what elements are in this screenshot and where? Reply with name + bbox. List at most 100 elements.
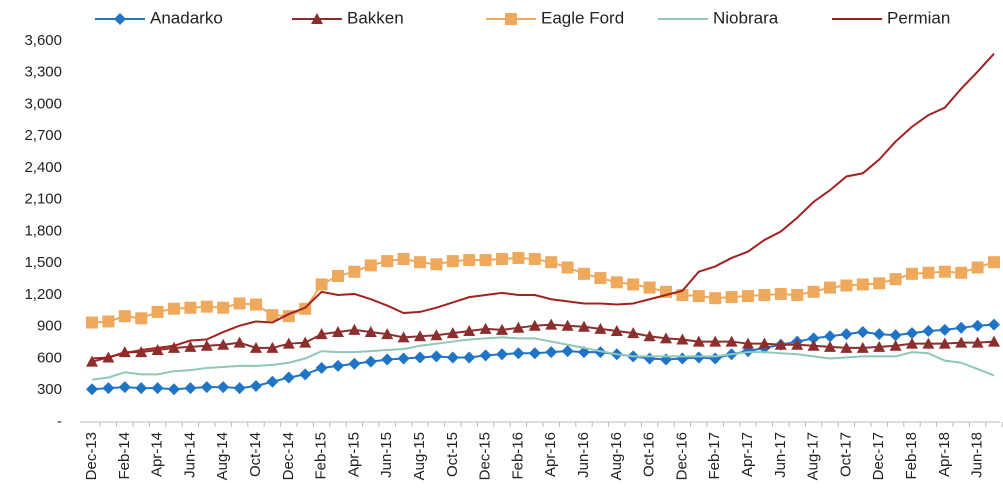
point	[102, 382, 115, 395]
point	[381, 328, 394, 340]
point	[397, 253, 410, 266]
point	[988, 318, 1000, 331]
point	[610, 324, 623, 336]
x-tick-label: Oct-15	[444, 432, 461, 477]
point	[512, 347, 525, 360]
point	[840, 279, 853, 292]
x-tick-label: Dec-15	[477, 432, 494, 480]
point	[856, 326, 869, 339]
point	[135, 346, 148, 358]
point	[774, 287, 787, 300]
y-tick-label: 2,400	[24, 159, 62, 176]
point	[364, 259, 377, 272]
point	[397, 352, 410, 365]
x-tick-label: Jun-14	[181, 432, 198, 478]
point	[774, 338, 787, 350]
point	[118, 381, 131, 394]
x-tick-label: Dec-13	[83, 432, 100, 480]
point	[807, 339, 820, 351]
point	[168, 302, 180, 315]
point	[528, 253, 541, 266]
point	[938, 337, 951, 349]
x-tick-label: Jun-17	[772, 432, 789, 478]
point	[381, 255, 394, 268]
x-tick-label: Feb-18	[903, 432, 920, 480]
point	[627, 327, 640, 339]
point	[446, 351, 459, 364]
legend-marker	[311, 13, 323, 24]
point	[299, 368, 312, 381]
point	[381, 353, 394, 366]
point	[184, 382, 197, 395]
point	[561, 319, 574, 331]
x-tick-label: Aug-14	[214, 432, 231, 480]
point	[496, 253, 508, 266]
y-tick-label: 600	[37, 349, 62, 366]
point	[955, 336, 968, 348]
point	[594, 272, 607, 285]
point	[922, 324, 935, 337]
point	[873, 340, 886, 352]
point	[709, 292, 722, 305]
series-line	[91, 53, 995, 360]
point	[824, 281, 836, 294]
x-tick-label: Dec-16	[673, 432, 690, 480]
point	[627, 278, 640, 291]
point	[660, 332, 672, 344]
point	[102, 315, 115, 328]
point	[233, 336, 246, 348]
x-tick-label: Feb-14	[116, 432, 133, 480]
x-tick-label: Oct-17	[837, 432, 854, 477]
point	[873, 277, 886, 290]
point	[561, 261, 574, 274]
x-tick-label: Feb-15	[313, 432, 330, 480]
legend-marker	[505, 13, 517, 25]
point	[742, 337, 754, 349]
point	[643, 281, 656, 294]
x-tick-label: Jun-15	[378, 432, 395, 478]
y-tick-label: 3,600	[24, 32, 62, 49]
point	[315, 328, 328, 340]
point	[266, 309, 279, 322]
y-tick-label: 900	[37, 318, 62, 335]
point	[938, 323, 951, 336]
legend-label: Eagle Ford	[541, 8, 624, 27]
x-tick-label: Oct-16	[641, 432, 658, 477]
point	[971, 336, 984, 348]
point	[217, 338, 230, 350]
point	[446, 327, 459, 339]
x-tick-label: Apr-14	[149, 432, 166, 477]
point	[135, 312, 148, 325]
point	[594, 322, 607, 334]
point	[709, 352, 722, 365]
point	[168, 341, 180, 353]
point	[955, 321, 968, 334]
y-tick-label: 1,200	[24, 286, 62, 303]
point	[315, 278, 328, 291]
point	[397, 331, 410, 343]
y-tick-label: 2,700	[24, 127, 62, 144]
point	[807, 332, 820, 345]
x-tick-label: Aug-16	[608, 432, 625, 480]
point	[184, 340, 197, 352]
point	[742, 290, 754, 303]
x-tick-label: Dec-17	[870, 432, 887, 480]
point	[266, 375, 279, 388]
x-tick-label: Apr-15	[345, 432, 362, 477]
point	[496, 348, 508, 361]
point	[594, 346, 607, 359]
point	[86, 355, 98, 367]
point	[430, 350, 443, 363]
point	[922, 266, 935, 279]
y-tick-label: 1,800	[24, 222, 62, 239]
point	[578, 320, 590, 332]
point	[676, 352, 689, 365]
point	[217, 301, 230, 314]
legend-label: Bakken	[347, 8, 404, 27]
point	[840, 341, 853, 353]
point	[332, 269, 344, 282]
point	[758, 337, 771, 349]
point	[250, 341, 262, 353]
x-tick-label: Feb-17	[706, 432, 723, 480]
